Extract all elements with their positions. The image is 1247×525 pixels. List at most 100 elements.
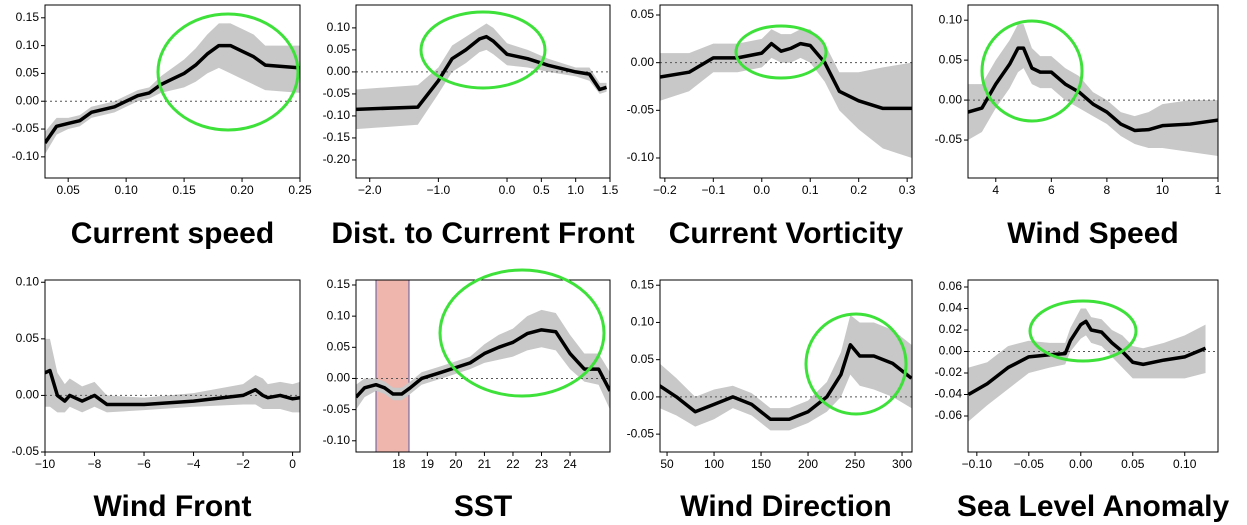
x-tick-label: 0.05 <box>57 183 81 197</box>
x-tick-label: −0.1 <box>701 183 725 197</box>
confidence-band <box>45 23 300 155</box>
plot-frame <box>659 4 913 179</box>
y-tick-label: 0.00 <box>16 93 40 107</box>
panel-title: Sea Level Anomaly <box>957 490 1230 523</box>
x-tick-label: −8 <box>88 457 102 471</box>
y-tick-label: -0.05 <box>12 121 40 135</box>
confidence-band <box>968 24 1218 157</box>
x-tick-label: 0.20 <box>230 183 254 197</box>
y-tick-label: 0.04 <box>939 301 963 315</box>
y-tick-label: -0.05 <box>323 86 351 100</box>
x-tick-label: 19 <box>421 457 435 471</box>
y-tick-label: 0.00 <box>631 55 655 69</box>
x-tick-label: 50 <box>660 457 674 471</box>
plot-frame <box>44 279 301 453</box>
y-tick-label: -0.10 <box>323 433 351 447</box>
x-tick-label: 100 <box>704 457 724 471</box>
x-tick-label: 0.05 <box>1121 457 1145 471</box>
y-tick-label: 0.05 <box>631 352 655 366</box>
plot <box>356 23 610 130</box>
y-tick-label: -0.04 <box>935 387 963 401</box>
x-tick-label: −2 <box>236 457 250 471</box>
confidence-band <box>356 309 610 410</box>
plot <box>660 29 912 158</box>
y-tick-label: 0.00 <box>939 92 963 106</box>
y-tick-label: 0.06 <box>939 279 963 293</box>
plot <box>45 338 300 413</box>
x-tick-label: −0.2 <box>653 183 677 197</box>
mean-line <box>660 343 912 421</box>
mean-line <box>356 34 608 112</box>
x-tick-label: 0.3 <box>899 183 916 197</box>
y-tick-label: 0.05 <box>631 7 655 21</box>
x-tick-label: 23 <box>535 457 549 471</box>
panel-title: Current Vorticity <box>669 217 904 250</box>
y-tick-label: 0.02 <box>939 322 963 336</box>
highlight-ellipse <box>156 12 300 132</box>
highlight-ellipse <box>980 19 1084 123</box>
panel-title: SST <box>454 490 512 523</box>
y-tick-label: -0.10 <box>12 149 40 163</box>
plot <box>968 308 1218 422</box>
x-tick-label: 300 <box>892 457 912 471</box>
plot-frame <box>44 4 301 179</box>
y-tick-label: 0.05 <box>939 52 963 66</box>
y-tick-label: -0.06 <box>935 408 963 422</box>
y-tick-label: 0.10 <box>327 20 351 34</box>
y-tick-label: 0.05 <box>16 331 40 345</box>
panel-title: Wind Direction <box>680 490 891 523</box>
y-tick-label: 0.10 <box>16 38 40 52</box>
mean-line <box>356 328 610 399</box>
y-tick-label: 0.00 <box>631 389 655 403</box>
x-tick-label: −4 <box>187 457 201 471</box>
y-tick-label: -0.05 <box>627 102 655 116</box>
highlight-ellipse <box>1028 299 1138 363</box>
y-tick-label: 0.10 <box>939 12 963 26</box>
y-tick-label: 0.15 <box>16 10 40 24</box>
x-tick-label: 0.5 <box>533 183 550 197</box>
y-tick-label: -0.05 <box>627 426 655 440</box>
y-tick-label: -0.05 <box>323 402 351 416</box>
x-tick-label: 0.00 <box>1069 457 1093 471</box>
highlight-ellipse <box>419 10 547 90</box>
x-tick-label: 22 <box>506 457 520 471</box>
x-tick-label: 24 <box>563 457 577 471</box>
confidence-band <box>660 29 912 158</box>
y-tick-label: 0.00 <box>327 371 351 385</box>
plot <box>356 309 610 410</box>
x-tick-label: −1.0 <box>427 183 451 197</box>
y-tick-label: -0.15 <box>323 130 351 144</box>
x-tick-label: 1.0 <box>567 183 584 197</box>
plot <box>968 24 1218 157</box>
plot <box>660 314 912 431</box>
y-tick-label: 0.15 <box>631 277 655 291</box>
panel-title: Wind Speed <box>1007 217 1178 250</box>
y-tick-label: 0.15 <box>327 277 351 291</box>
panel-title: Current speed <box>71 217 274 250</box>
panel-title: Dist. to Current Front <box>331 217 634 250</box>
x-tick-label: −0.05 <box>1014 457 1045 471</box>
x-tick-label: 0.25 <box>288 183 312 197</box>
plot-frame <box>659 279 913 453</box>
y-tick-label: -0.10 <box>323 108 351 122</box>
y-tick-label: 0.00 <box>939 344 963 358</box>
x-tick-label: 200 <box>798 457 818 471</box>
plot <box>45 23 300 155</box>
y-tick-label: 0.10 <box>631 315 655 329</box>
y-tick-label: 0.00 <box>327 64 351 78</box>
confidence-band <box>660 314 912 431</box>
plot-frame <box>967 4 1219 179</box>
mean-line <box>660 41 912 111</box>
x-tick-label: 1.5 <box>602 183 619 197</box>
y-tick-label: 0.10 <box>16 274 40 288</box>
x-tick-label: −10 <box>35 457 56 471</box>
plot-frame <box>967 279 1219 453</box>
plot-frame <box>355 279 611 453</box>
mean-line <box>45 368 300 407</box>
x-tick-label: 150 <box>751 457 771 471</box>
x-tick-label: 0.0 <box>499 183 516 197</box>
x-tick-label: 0.10 <box>1173 457 1197 471</box>
x-tick-label: 0.2 <box>850 183 867 197</box>
y-tick-label: 0.10 <box>327 308 351 322</box>
